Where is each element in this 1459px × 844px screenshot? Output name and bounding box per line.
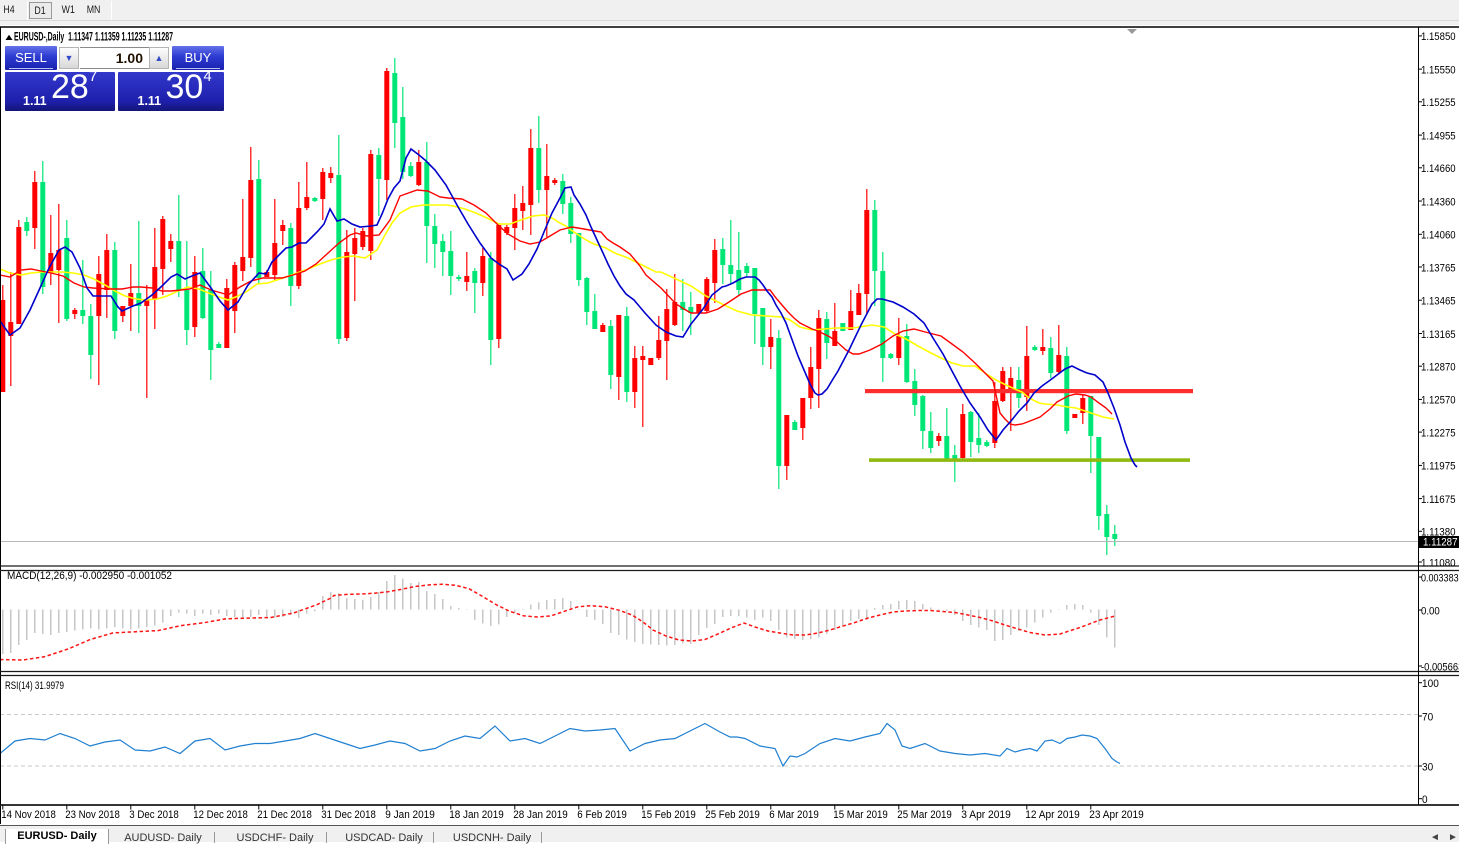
svg-text:100: 100	[1422, 678, 1439, 690]
svg-text:14 Nov 2018: 14 Nov 2018	[1, 809, 56, 821]
svg-text:-0.005663: -0.005663	[1421, 661, 1459, 673]
svg-text:3 Dec 2018: 3 Dec 2018	[129, 809, 179, 821]
svg-text:1.12570: 1.12570	[1421, 395, 1456, 407]
svg-text:1.14660: 1.14660	[1421, 163, 1456, 175]
svg-text:MACD(12,26,9) -0.002950 -0.001: MACD(12,26,9) -0.002950 -0.001052	[7, 570, 172, 582]
svg-text:1.13465: 1.13465	[1421, 296, 1456, 308]
svg-text:70: 70	[1422, 711, 1433, 723]
svg-text:1.14060: 1.14060	[1421, 230, 1456, 242]
svg-text:30: 30	[1422, 761, 1433, 773]
svg-text:21 Dec 2018: 21 Dec 2018	[257, 809, 312, 821]
svg-text:1.11975: 1.11975	[1421, 461, 1456, 473]
svg-text:1.13165: 1.13165	[1421, 329, 1456, 341]
svg-text:23 Apr 2019: 23 Apr 2019	[1089, 809, 1144, 821]
svg-text:23 Nov 2018: 23 Nov 2018	[65, 809, 120, 821]
svg-text:15 Mar 2019: 15 Mar 2019	[833, 809, 888, 821]
svg-text:0.00: 0.00	[1421, 605, 1440, 617]
svg-text:12 Dec 2018: 12 Dec 2018	[193, 809, 248, 821]
svg-text:28 Jan 2019: 28 Jan 2019	[513, 809, 568, 821]
svg-text:1.12275: 1.12275	[1421, 427, 1456, 439]
svg-text:0: 0	[1422, 794, 1428, 806]
svg-text:25 Mar 2019: 25 Mar 2019	[897, 809, 952, 821]
svg-text:1.11675: 1.11675	[1421, 494, 1456, 506]
svg-text:1.14955: 1.14955	[1421, 130, 1456, 142]
svg-text:0.003383: 0.003383	[1421, 572, 1459, 584]
svg-text:1.13765: 1.13765	[1421, 262, 1456, 274]
svg-text:1.14360: 1.14360	[1421, 196, 1456, 208]
svg-text:RSI(14) 31.9979: RSI(14) 31.9979	[5, 680, 64, 692]
svg-text:18 Jan 2019: 18 Jan 2019	[449, 809, 504, 821]
svg-text:6 Feb 2019: 6 Feb 2019	[577, 809, 627, 821]
svg-text:1.11287: 1.11287	[1423, 537, 1458, 549]
svg-text:9 Jan 2019: 9 Jan 2019	[385, 809, 435, 821]
svg-text:1.11080: 1.11080	[1421, 557, 1456, 569]
svg-text:EURUSD-,Daily 1.11347 1.11359: EURUSD-,Daily 1.11347 1.11359 1.11235 1.…	[14, 32, 173, 44]
svg-text:25 Feb 2019: 25 Feb 2019	[705, 809, 760, 821]
svg-text:6 Mar 2019: 6 Mar 2019	[769, 809, 819, 821]
svg-text:31 Dec 2018: 31 Dec 2018	[321, 809, 376, 821]
svg-text:1.15550: 1.15550	[1421, 64, 1456, 76]
svg-text:3 Apr 2019: 3 Apr 2019	[961, 809, 1011, 821]
svg-text:15 Feb 2019: 15 Feb 2019	[641, 809, 696, 821]
svg-text:1.12870: 1.12870	[1421, 362, 1456, 374]
svg-text:1.11380: 1.11380	[1421, 527, 1456, 539]
svg-text:1.15850: 1.15850	[1421, 31, 1456, 43]
svg-text:1.15255: 1.15255	[1421, 97, 1456, 109]
svg-text:12 Apr 2019: 12 Apr 2019	[1025, 809, 1080, 821]
